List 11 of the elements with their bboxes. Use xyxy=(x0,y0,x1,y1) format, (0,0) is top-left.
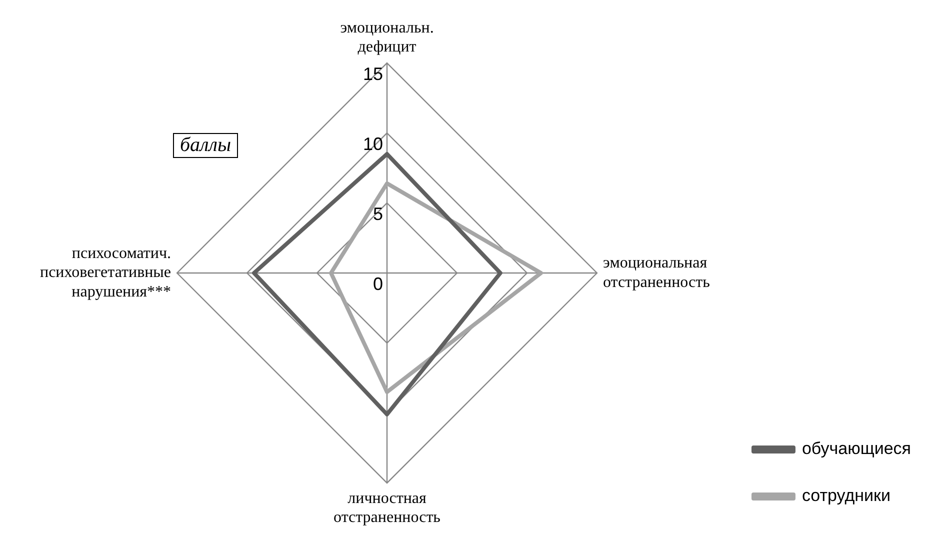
y-tick-label: 15 xyxy=(362,64,383,84)
legend-label: сотрудники xyxy=(802,486,890,506)
spoke-label: психосоматич. психовегетативные нарушения*** xyxy=(40,245,172,300)
text: баллы xyxy=(173,133,238,158)
spoke-label: эмоциональная отстраненность xyxy=(602,254,710,291)
y-tick-label: 10 xyxy=(362,134,383,154)
y-tick-label: 5 xyxy=(372,204,383,224)
spoke-label: личностная отстраненность xyxy=(334,490,440,526)
y-tick-label: 0 xyxy=(372,274,383,294)
legend-label: обучающиеся xyxy=(802,439,912,458)
spoke-label: эмоциональн. дефицит xyxy=(340,19,434,56)
